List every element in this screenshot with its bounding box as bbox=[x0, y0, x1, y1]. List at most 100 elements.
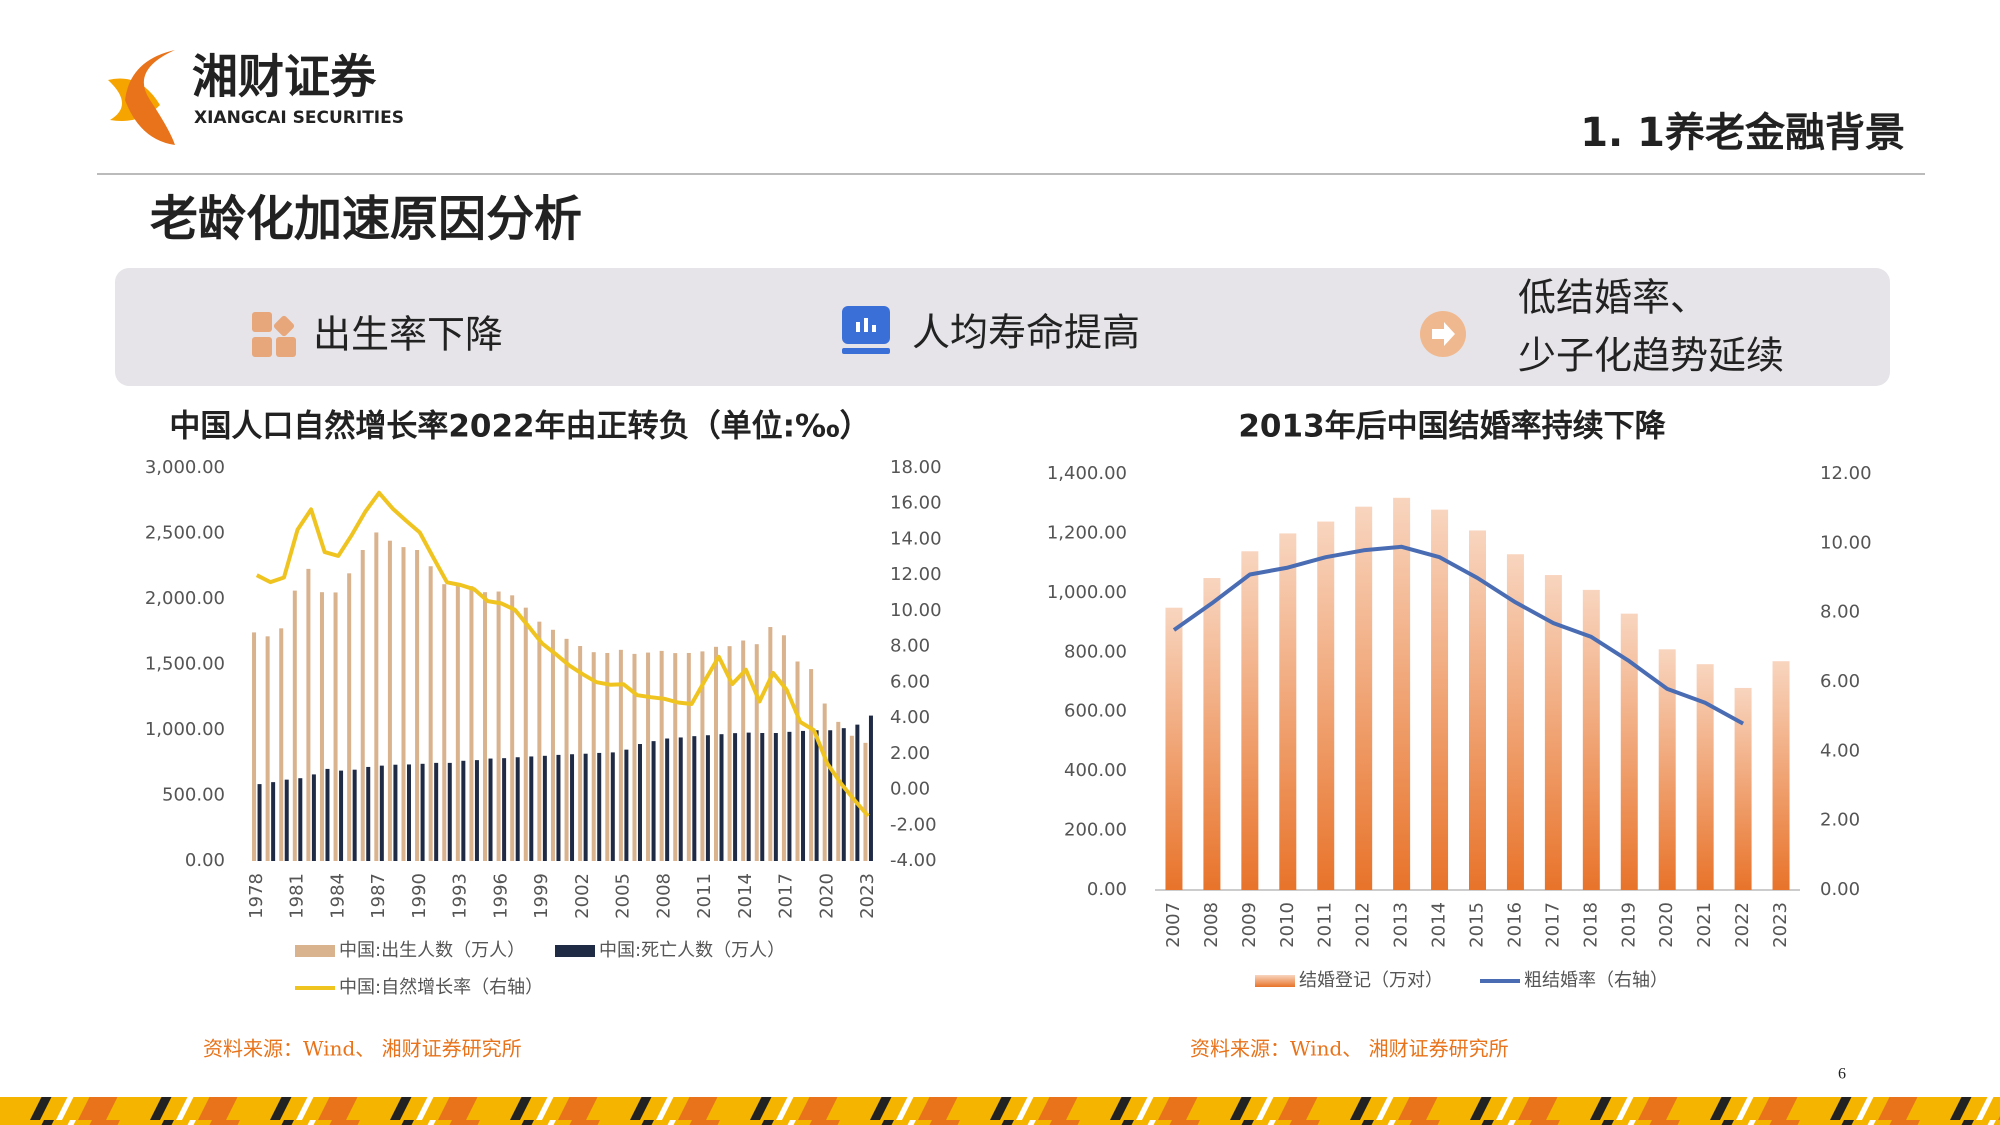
bar bbox=[379, 765, 384, 861]
bar bbox=[455, 583, 460, 861]
bar bbox=[801, 730, 806, 861]
y2-tick-label: 10.00 bbox=[890, 600, 942, 621]
x-tick-label: 2002 bbox=[572, 873, 593, 919]
bar bbox=[292, 590, 297, 861]
banner-item: 低结婚率、 bbox=[1518, 276, 1708, 320]
bar bbox=[578, 646, 583, 861]
x-tick-label: 2018 bbox=[1580, 902, 1601, 948]
banner-item: 出生率下降 bbox=[313, 313, 503, 357]
source-note: 资料来源：Wind、 湘财证券研究所 bbox=[203, 1037, 522, 1061]
y2-tick-label: 10.00 bbox=[1820, 532, 1872, 553]
bar bbox=[401, 547, 406, 861]
y-tick-label: 1,000.00 bbox=[145, 719, 225, 740]
bar bbox=[787, 731, 792, 861]
bar bbox=[1734, 687, 1752, 890]
bar bbox=[809, 669, 814, 861]
y2-tick-label: -4.00 bbox=[890, 850, 937, 871]
bar bbox=[488, 758, 493, 861]
bar bbox=[591, 652, 596, 861]
bar bbox=[1203, 578, 1221, 890]
bar bbox=[746, 732, 751, 861]
x-tick-label: 2011 bbox=[1315, 902, 1336, 948]
bar bbox=[1165, 607, 1183, 890]
y-tick-label: 1,000.00 bbox=[1047, 582, 1127, 603]
line-series bbox=[255, 490, 870, 818]
bar bbox=[624, 749, 629, 861]
bar bbox=[523, 607, 528, 861]
bar bbox=[1469, 530, 1486, 890]
y-tick-label: 0.00 bbox=[1087, 879, 1127, 900]
bar bbox=[510, 595, 515, 861]
y2-tick-label: 12.00 bbox=[890, 564, 942, 585]
x-tick-label: 2005 bbox=[613, 873, 634, 919]
y-tick-label: 3,000.00 bbox=[145, 457, 225, 478]
bar bbox=[319, 592, 324, 861]
x-tick-label: 2020 bbox=[816, 873, 837, 919]
bar bbox=[515, 757, 520, 861]
bar bbox=[719, 734, 724, 861]
bar bbox=[868, 715, 873, 861]
bar bbox=[252, 632, 257, 861]
chart-title: 2013年后中国结婚率持续下降 bbox=[1238, 409, 1666, 445]
bar bbox=[700, 651, 705, 861]
bar bbox=[1317, 521, 1335, 890]
bar bbox=[733, 733, 738, 861]
y2-tick-label: 6.00 bbox=[1820, 671, 1860, 692]
x-tick-label: 2023 bbox=[857, 873, 878, 919]
bar bbox=[686, 652, 691, 861]
bar bbox=[265, 636, 270, 861]
y-tick-label: 0.00 bbox=[185, 850, 225, 871]
bar bbox=[542, 755, 547, 861]
x-tick-label: 2012 bbox=[1353, 902, 1374, 948]
bar bbox=[298, 778, 303, 861]
x-tick-label: 2017 bbox=[1542, 902, 1563, 948]
bar bbox=[366, 766, 371, 861]
bar bbox=[257, 784, 262, 861]
bar bbox=[855, 724, 860, 861]
y-tick-label: 2,000.00 bbox=[145, 588, 225, 609]
bar bbox=[1658, 649, 1676, 890]
bar bbox=[537, 621, 542, 861]
bar bbox=[754, 644, 759, 861]
bar bbox=[678, 737, 683, 861]
brand: 湘财证券 bbox=[192, 50, 377, 104]
legend-label: 粗结婚率（右轴） bbox=[1524, 970, 1668, 991]
bar bbox=[605, 652, 610, 861]
bar bbox=[814, 730, 819, 861]
x-tick-label: 2008 bbox=[1201, 902, 1222, 948]
icon-life bbox=[842, 306, 890, 354]
bar bbox=[420, 763, 425, 861]
bar bbox=[352, 769, 357, 861]
legend-label: 中国:出生人数（万人） bbox=[339, 940, 525, 961]
bar bbox=[665, 738, 670, 861]
bar bbox=[781, 635, 786, 861]
y2-tick-label: 4.00 bbox=[890, 707, 930, 728]
y2-tick-label: -2.00 bbox=[890, 814, 937, 835]
x-tick-label: 1993 bbox=[450, 873, 471, 919]
x-tick-label: 2007 bbox=[1163, 902, 1184, 948]
bar bbox=[1355, 506, 1373, 890]
bar bbox=[836, 721, 841, 861]
x-tick-label: 2008 bbox=[653, 873, 674, 919]
bar bbox=[1393, 497, 1411, 890]
legend-label: 中国:自然增长率（右轴） bbox=[339, 977, 543, 998]
bar bbox=[1544, 575, 1562, 890]
bar bbox=[442, 584, 447, 861]
bar bbox=[496, 591, 501, 861]
bar bbox=[311, 774, 316, 861]
bar bbox=[447, 762, 452, 861]
y2-tick-label: 16.00 bbox=[890, 493, 942, 514]
y-tick-label: 1,400.00 bbox=[1047, 463, 1127, 484]
x-tick-label: 1978 bbox=[246, 873, 267, 919]
footer-stripes bbox=[0, 1097, 2000, 1125]
bar bbox=[692, 736, 697, 861]
x-tick-label: 2016 bbox=[1504, 902, 1525, 948]
legend-swatch bbox=[1255, 975, 1295, 987]
bar bbox=[1279, 533, 1297, 890]
bar bbox=[529, 756, 534, 861]
y2-tick-label: 0.00 bbox=[1820, 879, 1860, 900]
bar bbox=[434, 762, 439, 861]
x-tick-label: 2013 bbox=[1391, 902, 1412, 948]
bar bbox=[556, 754, 561, 861]
